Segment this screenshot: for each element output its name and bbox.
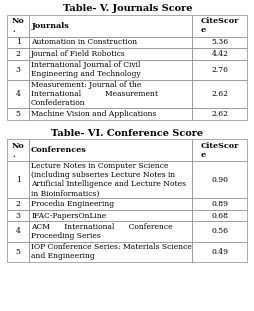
Bar — [29, 80, 192, 108]
Bar — [192, 37, 247, 48]
Bar — [29, 210, 192, 221]
Bar — [29, 37, 192, 48]
Bar — [29, 161, 192, 198]
Bar — [7, 139, 29, 161]
Bar — [192, 161, 247, 198]
Bar — [192, 242, 247, 262]
Bar — [29, 139, 192, 161]
Bar — [192, 198, 247, 210]
Bar — [7, 242, 29, 262]
Text: 0.68: 0.68 — [211, 212, 228, 220]
Bar — [29, 221, 192, 242]
Text: 0.89: 0.89 — [211, 200, 228, 208]
Text: IFAC-PapersOnLine: IFAC-PapersOnLine — [31, 212, 106, 220]
Text: Lecture Notes in Computer Science
(including subseries Lecture Notes in
Artifici: Lecture Notes in Computer Science (inclu… — [31, 162, 185, 198]
Bar — [29, 60, 192, 80]
Bar — [192, 108, 247, 120]
Text: 0.56: 0.56 — [211, 227, 228, 235]
Bar — [192, 48, 247, 60]
Bar — [29, 198, 192, 210]
Text: Procedia Engineering: Procedia Engineering — [31, 200, 114, 208]
Text: ACM      International      Conference
Proceeding Series: ACM International Conference Proceeding … — [31, 223, 172, 240]
Text: 3: 3 — [16, 66, 21, 74]
Text: 2: 2 — [16, 50, 21, 58]
Text: No
.: No . — [12, 17, 25, 34]
Bar — [7, 108, 29, 120]
Text: 1: 1 — [16, 176, 21, 184]
Text: 1: 1 — [16, 38, 21, 46]
Text: 3: 3 — [16, 212, 21, 220]
Text: 5.36: 5.36 — [211, 38, 228, 46]
Text: IOP Conference Series: Materials Science
and Engineering: IOP Conference Series: Materials Science… — [31, 243, 191, 260]
Text: Table- VI. Conference Score: Table- VI. Conference Score — [51, 129, 203, 138]
Bar — [192, 210, 247, 221]
Text: Journals: Journals — [31, 21, 69, 30]
Bar — [192, 80, 247, 108]
Bar — [7, 210, 29, 221]
Bar — [7, 221, 29, 242]
Text: CiteScor
e: CiteScor e — [200, 142, 238, 159]
Bar — [29, 242, 192, 262]
Bar — [192, 139, 247, 161]
Text: 2: 2 — [16, 200, 21, 208]
Bar — [29, 108, 192, 120]
Text: 2.62: 2.62 — [211, 90, 228, 98]
Text: 4: 4 — [16, 227, 21, 235]
Bar — [192, 221, 247, 242]
Text: 5: 5 — [16, 248, 21, 256]
Text: 4: 4 — [16, 90, 21, 98]
Bar — [7, 198, 29, 210]
Bar — [7, 37, 29, 48]
Text: International Journal of Civil
Engineering and Technology: International Journal of Civil Engineeri… — [31, 61, 140, 78]
Bar — [29, 48, 192, 60]
Text: 2.62: 2.62 — [211, 110, 228, 118]
Text: No
.: No . — [12, 142, 25, 159]
Text: Automation in Construction: Automation in Construction — [31, 38, 137, 46]
Text: CiteScor
e: CiteScor e — [200, 17, 238, 34]
Text: Machine Vision and Applications: Machine Vision and Applications — [31, 110, 156, 118]
Text: Journal of Field Robotics: Journal of Field Robotics — [31, 50, 125, 58]
Text: Table- V. Journals Score: Table- V. Journals Score — [62, 4, 192, 13]
Text: 5: 5 — [16, 110, 21, 118]
Text: 4.42: 4.42 — [211, 50, 228, 58]
Text: 0.49: 0.49 — [211, 248, 228, 256]
Bar — [192, 15, 247, 37]
Bar — [7, 15, 29, 37]
Text: 2.76: 2.76 — [211, 66, 228, 74]
Text: Measurement: Journal of the
International          Measurement
Confederation: Measurement: Journal of the Internationa… — [31, 81, 157, 107]
Bar — [7, 161, 29, 198]
Bar — [7, 48, 29, 60]
Bar — [29, 15, 192, 37]
Bar — [7, 60, 29, 80]
Bar — [7, 80, 29, 108]
Text: Conferences: Conferences — [31, 146, 87, 154]
Bar — [192, 60, 247, 80]
Text: 0.90: 0.90 — [211, 176, 228, 184]
